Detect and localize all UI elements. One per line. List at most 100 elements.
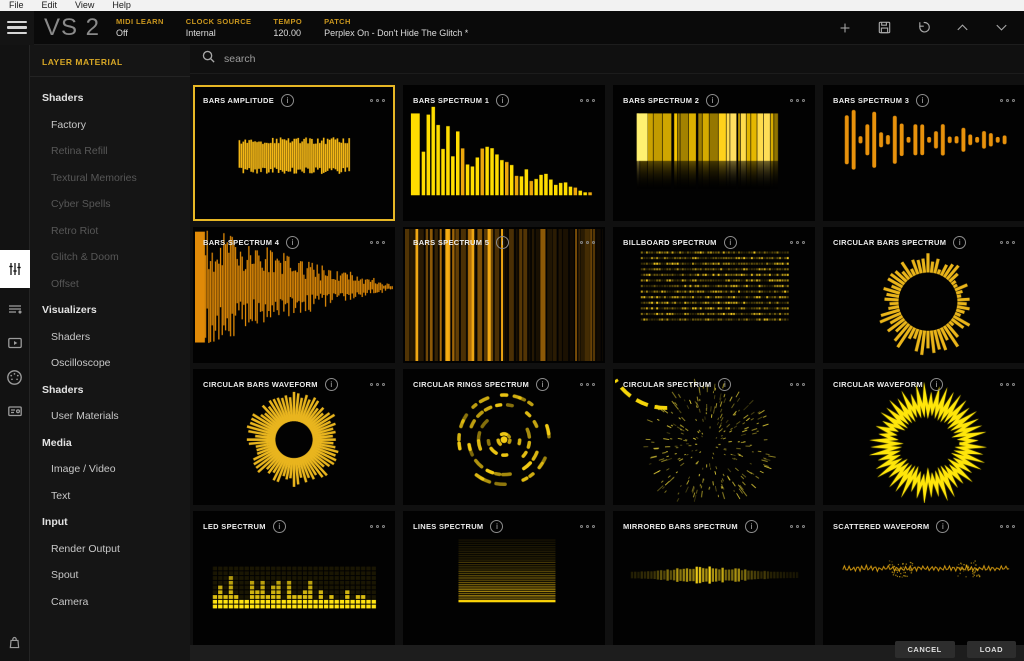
more-dots-icon[interactable] xyxy=(789,240,805,245)
info-icon[interactable]: i xyxy=(281,94,295,107)
sidebar-item-image-video[interactable]: Image / Video xyxy=(51,463,116,475)
preset-preview-canvas xyxy=(615,87,813,219)
preset-title: BILLBOARD SPECTRUM xyxy=(623,238,717,247)
info-icon[interactable]: i xyxy=(272,520,286,533)
search-input[interactable] xyxy=(224,53,524,65)
sidebar-item-retro-riot[interactable]: Retro Riot xyxy=(51,224,99,237)
tool-rail xyxy=(0,45,30,661)
preset-preview-canvas xyxy=(615,229,813,361)
preset-card-bars-spectrum-4[interactable]: BARS SPECTRUM 4 i xyxy=(193,227,395,363)
sidebar-item-shaders[interactable]: Shaders xyxy=(51,330,91,343)
preset-card-mirrored-bars-spectrum[interactable]: MIRRORED BARS SPECTRUM i xyxy=(613,511,815,647)
chevron-down-icon[interactable] xyxy=(992,19,1010,37)
sidebar-item-factory[interactable]: Factory xyxy=(51,118,87,131)
more-dots-icon[interactable] xyxy=(579,240,595,245)
sidebar-item-glitch-doom[interactable]: Glitch & Doom xyxy=(51,251,119,263)
sidebar-item-user-materials[interactable]: User Materials xyxy=(51,410,119,422)
hamburger-menu-icon[interactable] xyxy=(0,10,34,45)
preset-preview-canvas xyxy=(195,513,393,645)
header-field-clock-source[interactable]: CLOCK SOURCE Internal xyxy=(186,17,252,38)
menu-help[interactable]: Help xyxy=(112,0,131,10)
info-icon[interactable]: i xyxy=(936,520,950,533)
more-dots-icon[interactable] xyxy=(999,240,1015,245)
plus-icon[interactable] xyxy=(836,19,854,37)
preset-preview-canvas xyxy=(195,371,393,503)
field-value: 120.00 xyxy=(273,28,301,38)
more-dots-icon[interactable] xyxy=(369,524,385,529)
header-field-tempo[interactable]: TEMPO 120.00 xyxy=(273,17,302,38)
header-field-patch[interactable]: PATCH Perplex On - Don't Hide The Glitch… xyxy=(324,17,468,38)
sidebar-item-cyber-spells[interactable]: Cyber Spells xyxy=(51,198,111,210)
sidebar-item-retina-refill[interactable]: Retina Refill xyxy=(51,145,108,157)
info-icon[interactable]: i xyxy=(324,378,338,391)
sidebar-item-offset[interactable]: Offset xyxy=(51,277,79,290)
info-icon[interactable]: i xyxy=(929,378,943,391)
info-icon[interactable]: i xyxy=(536,378,550,391)
info-icon[interactable]: i xyxy=(706,94,720,107)
id-card-icon[interactable] xyxy=(0,398,30,424)
cancel-button[interactable]: CANCEL xyxy=(894,641,955,658)
info-icon[interactable]: i xyxy=(496,236,510,249)
more-dots-icon[interactable] xyxy=(369,240,385,245)
preset-card-circular-spectrum[interactable]: CIRCULAR SPECTRUM i xyxy=(613,369,815,505)
menu-edit[interactable]: Edit xyxy=(41,0,58,10)
layers-list-icon[interactable] xyxy=(0,296,30,322)
preset-card-lines-spectrum[interactable]: LINES SPECTRUM i xyxy=(403,511,605,647)
more-dots-icon[interactable] xyxy=(999,98,1015,103)
field-label: TEMPO xyxy=(273,17,303,26)
info-icon[interactable]: i xyxy=(953,236,967,249)
undo-icon[interactable] xyxy=(914,19,932,37)
preset-card-circular-bars-spectrum[interactable]: CIRCULAR BARS SPECTRUM i xyxy=(823,227,1024,363)
preset-preview-canvas xyxy=(195,229,393,361)
menu-view[interactable]: View xyxy=(75,0,95,10)
preset-card-bars-spectrum-5[interactable]: BARS SPECTRUM 5 i xyxy=(403,227,605,363)
load-button[interactable]: LOAD xyxy=(966,641,1016,658)
info-icon[interactable]: i xyxy=(744,520,758,533)
preset-card-circular-rings-spectrum[interactable]: CIRCULAR RINGS SPECTRUM i xyxy=(403,369,605,505)
more-dots-icon[interactable] xyxy=(789,98,805,103)
header-field-midi-learn[interactable]: MIDI LEARN Off xyxy=(116,17,164,38)
info-icon[interactable]: i xyxy=(723,236,737,249)
preset-title: SCATTERED WAVEFORM xyxy=(833,522,930,531)
more-dots-icon[interactable] xyxy=(369,98,385,103)
info-icon[interactable]: i xyxy=(496,94,510,107)
preset-card-scattered-waveform[interactable]: SCATTERED WAVEFORM i xyxy=(823,511,1024,647)
info-icon[interactable]: i xyxy=(718,378,732,391)
search-bar xyxy=(190,45,1024,74)
save-icon[interactable] xyxy=(875,19,893,37)
media-player-icon[interactable] xyxy=(0,330,30,356)
more-dots-icon[interactable] xyxy=(789,524,805,529)
more-dots-icon[interactable] xyxy=(579,524,595,529)
more-dots-icon[interactable] xyxy=(999,382,1015,387)
sidebar-item-render-output[interactable]: Render Output xyxy=(51,542,120,555)
menu-file[interactable]: File xyxy=(9,0,24,10)
preset-card-bars-amplitude[interactable]: BARS AMPLITUDE i xyxy=(193,85,395,221)
preset-card-circular-bars-waveform[interactable]: CIRCULAR BARS WAVEFORM i xyxy=(193,369,395,505)
more-dots-icon[interactable] xyxy=(579,382,595,387)
sidebar-item-text[interactable]: Text xyxy=(51,489,71,502)
preset-card-bars-spectrum-3[interactable]: BARS SPECTRUM 3 i xyxy=(823,85,1024,221)
preset-card-bars-spectrum-2[interactable]: BARS SPECTRUM 2 i xyxy=(613,85,815,221)
preset-preview-canvas xyxy=(405,513,603,645)
sidebar-item-camera[interactable]: Camera xyxy=(51,595,89,608)
more-dots-icon[interactable] xyxy=(369,382,385,387)
sliders-icon[interactable] xyxy=(0,250,30,288)
sidebar-item-textural-memories[interactable]: Textural Memories xyxy=(51,171,137,184)
info-icon[interactable]: i xyxy=(286,236,300,249)
sidebar-item-spout[interactable]: Spout xyxy=(51,569,79,581)
midi-icon[interactable] xyxy=(0,364,30,390)
preset-card-circular-waveform[interactable]: CIRCULAR WAVEFORM i xyxy=(823,369,1024,505)
chevron-up-icon[interactable] xyxy=(953,19,971,37)
more-dots-icon[interactable] xyxy=(999,524,1015,529)
preset-card-bars-spectrum-1[interactable]: BARS SPECTRUM 1 i xyxy=(403,85,605,221)
more-dots-icon[interactable] xyxy=(579,98,595,103)
info-icon[interactable]: i xyxy=(490,520,504,533)
preset-card-led-spectrum[interactable]: LED SPECTRUM i xyxy=(193,511,395,647)
sidebar-list: Shaders Factory Retina Refill Textural M… xyxy=(30,77,190,615)
search-icon xyxy=(201,49,216,69)
shop-bag-icon[interactable] xyxy=(0,629,30,655)
sidebar-item-oscilloscope[interactable]: Oscilloscope xyxy=(51,357,111,369)
more-dots-icon[interactable] xyxy=(789,382,805,387)
info-icon[interactable]: i xyxy=(916,94,930,107)
preset-card-billboard-spectrum[interactable]: BILLBOARD SPECTRUM i xyxy=(613,227,815,363)
